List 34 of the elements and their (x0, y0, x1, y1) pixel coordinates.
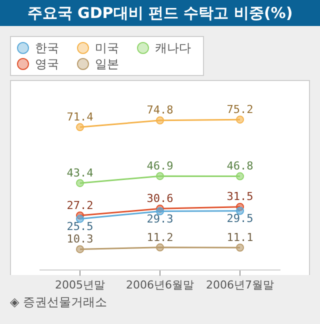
data-label: 43.4 (66, 166, 94, 180)
point (236, 244, 244, 252)
data-label: 25.5 (66, 220, 94, 234)
point (156, 172, 164, 180)
legend-label: 캐나다 (155, 40, 191, 56)
data-label: 71.4 (66, 110, 94, 124)
data-label: 29.3 (146, 212, 174, 226)
chart-title: 주요국 GDP대비 펀드 수탁고 비중(%) (0, 0, 320, 26)
data-label: 31.5 (226, 190, 254, 204)
point (236, 172, 244, 180)
data-label: 29.5 (226, 212, 254, 226)
data-label: 75.2 (226, 102, 254, 116)
legend-label: 일본 (95, 56, 119, 72)
data-label: 10.3 (66, 232, 94, 246)
data-label: 30.6 (146, 192, 174, 206)
legend-label: 미국 (95, 40, 119, 56)
point (236, 116, 244, 124)
x-tick-label: 2005년말 (55, 278, 105, 292)
point (156, 116, 164, 124)
x-tick-label: 2006년7월말 (206, 278, 274, 292)
data-label: 27.2 (66, 198, 94, 212)
point (76, 179, 84, 188)
data-label: 46.8 (226, 160, 254, 173)
legend-label: 영국 (35, 56, 59, 72)
x-tick-label: 2006년6월말 (126, 278, 194, 292)
point (156, 243, 164, 252)
point (76, 123, 84, 132)
data-label: 11.1 (226, 230, 254, 244)
text: ◈ 증권선물거래소 (10, 295, 108, 309)
data-label: 46.9 (146, 159, 174, 172)
legend-label: 한국 (35, 40, 59, 56)
data-label: 74.8 (146, 104, 174, 117)
data-label: 11.2 (146, 230, 174, 244)
point (76, 245, 84, 254)
